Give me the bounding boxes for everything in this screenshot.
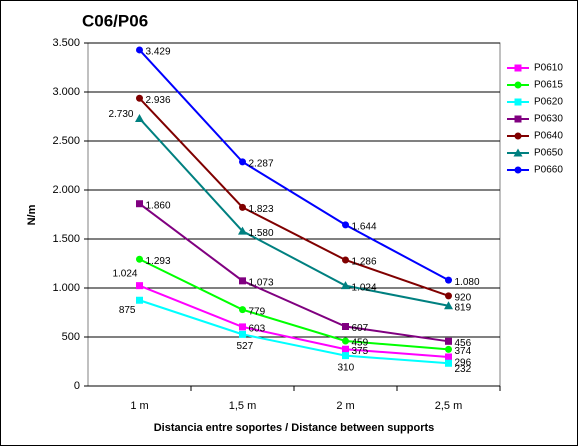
x-tick-label: 2 m: [336, 400, 354, 412]
series-line: [138, 202, 449, 343]
plot-area: [87, 42, 501, 387]
series-line: [138, 97, 449, 297]
data-label: 1.024: [112, 268, 137, 279]
legend-label: P0660: [534, 165, 563, 176]
data-label: 1.860: [146, 200, 171, 211]
data-point: [239, 277, 246, 285]
data-label: 607: [352, 323, 369, 334]
legend-marker: [514, 166, 522, 174]
data-label: 459: [352, 338, 369, 349]
data-label: 232: [455, 364, 472, 375]
legend-label: P0615: [534, 80, 563, 91]
data-point: [136, 282, 143, 290]
data-label: 875: [119, 305, 136, 316]
data-label: 779: [249, 306, 266, 317]
y-tick-label: 500: [62, 331, 80, 343]
data-label: 1.644: [352, 222, 377, 233]
data-label: 1.823: [249, 204, 274, 215]
data-point: [342, 352, 349, 360]
legend-marker: [514, 115, 522, 123]
data-label: 2.936: [146, 95, 171, 106]
y-tick-label: 0: [74, 380, 80, 392]
data-point: [445, 337, 452, 345]
series-line: [139, 258, 449, 351]
x-axis-label: Distancia entre soportes / Distance betw…: [154, 422, 435, 434]
data-point: [342, 345, 349, 353]
data-label: 296: [455, 358, 472, 369]
y-tick-label: 3.000: [52, 86, 80, 98]
legend-marker: [514, 132, 522, 140]
data-point: [239, 158, 246, 166]
data-label: 1.293: [146, 256, 171, 267]
data-point: [238, 226, 247, 235]
data-label: 374: [455, 346, 472, 357]
x-tick-label: 1 m: [130, 400, 148, 412]
legend-label: P0640: [534, 131, 563, 142]
data-point: [445, 292, 452, 300]
y-tick-label: 3.500: [52, 37, 80, 49]
data-label: 920: [455, 292, 472, 303]
data-point: [136, 46, 143, 54]
data-point: [342, 337, 349, 345]
data-point: [136, 255, 143, 263]
data-point: [445, 276, 452, 284]
data-point: [341, 281, 350, 290]
data-point: [135, 113, 144, 122]
data-point: [239, 306, 246, 314]
data-point: [136, 200, 143, 208]
data-point: [239, 330, 246, 338]
data-label: 310: [338, 362, 355, 373]
legend-marker: [514, 64, 522, 72]
data-point: [136, 94, 143, 102]
data-label: 1.073: [249, 277, 274, 288]
legend-label: P0610: [534, 63, 563, 74]
x-tick-label: 1,5 m: [229, 400, 257, 412]
y-tick-label: 1.500: [52, 233, 80, 245]
y-tick-label: 2.500: [52, 135, 80, 147]
data-label: 2.730: [108, 109, 133, 120]
data-label: 375: [352, 346, 369, 357]
data-point: [342, 323, 349, 331]
y-tick-label: 1.000: [52, 282, 80, 294]
data-point: [445, 359, 452, 367]
data-label: 1.580: [249, 228, 274, 239]
legend-label: P0650: [534, 148, 563, 159]
y-axis-label: N/m: [26, 204, 38, 225]
y-tick-label: 2.000: [52, 184, 80, 196]
legend-label: P0630: [534, 114, 563, 125]
legend-marker: [514, 81, 522, 89]
data-point: [239, 203, 246, 211]
data-point: [445, 353, 452, 361]
series-line: [139, 299, 449, 365]
series-line: [139, 284, 449, 358]
data-label: 819: [455, 302, 472, 313]
legend-marker: [513, 148, 523, 157]
data-point: [239, 323, 246, 331]
series-line: [138, 117, 449, 307]
data-point: [342, 221, 349, 229]
data-label: 3.429: [146, 47, 171, 58]
data-point: [444, 301, 453, 310]
data-label: 1.286: [352, 257, 377, 268]
data-label: 2.287: [249, 159, 274, 170]
data-point: [342, 256, 349, 264]
data-label: 456: [455, 338, 472, 349]
data-label: 603: [249, 324, 266, 335]
data-label: 527: [237, 341, 254, 352]
series-line: [138, 49, 449, 282]
data-label: 1.024: [352, 282, 377, 293]
data-point: [445, 345, 452, 353]
data-label: 1.080: [455, 277, 480, 288]
chart-title: C06/P06: [82, 11, 148, 30]
x-tick-label: 2,5 m: [435, 400, 463, 412]
legend-marker: [514, 98, 522, 106]
data-point: [136, 296, 143, 304]
legend-label: P0620: [534, 97, 563, 108]
